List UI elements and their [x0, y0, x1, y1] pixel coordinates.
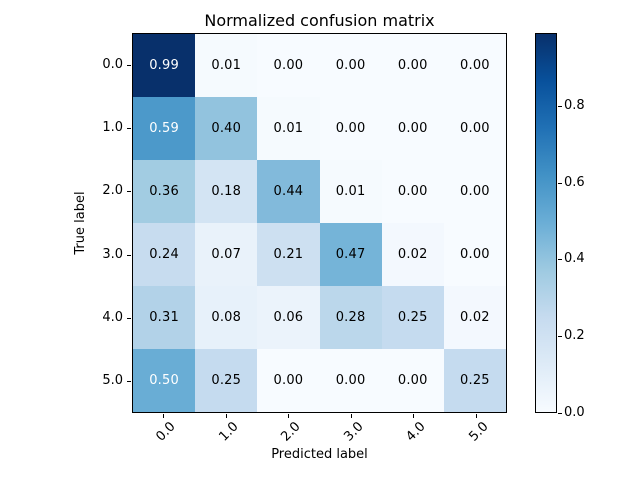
heatmap-cell-r1c4: 0.00: [381, 97, 444, 160]
colorbar-tick-mark: [558, 413, 562, 414]
x-tick-mark: [413, 414, 414, 418]
heatmap-cell-r2c0: 0.36: [133, 160, 196, 223]
x-tick-label: 2.0: [278, 419, 304, 445]
heatmap-cell-r2c2: 0.44: [257, 160, 320, 223]
heatmap-cell-r5c2: 0.00: [257, 349, 320, 412]
x-tick-mark: [288, 414, 289, 418]
heatmap-cell-r0c0: 0.99: [133, 34, 196, 97]
colorbar-tick-mark: [558, 336, 562, 337]
y-tick-mark: [127, 255, 131, 256]
chart-title: Normalized confusion matrix: [204, 11, 435, 30]
colorbar-tick-mark: [558, 106, 562, 107]
y-tick-label: 3.0: [102, 247, 123, 262]
heatmap-cell-r5c4: 0.00: [381, 349, 444, 412]
y-tick-mark: [127, 65, 131, 66]
colorbar-tick-mark: [558, 183, 562, 184]
colorbar-tick-label: 0.0: [564, 405, 585, 420]
y-tick-label: 1.0: [102, 120, 123, 135]
heatmap-cell-r0c1: 0.01: [195, 34, 258, 97]
y-tick-mark: [127, 318, 131, 319]
heatmap-cell-r3c4: 0.02: [381, 223, 444, 286]
heatmap-cell-r3c2: 0.21: [257, 223, 320, 286]
heatmap-cell-r1c2: 0.01: [257, 97, 320, 160]
heatmap-cell-r0c3: 0.00: [319, 34, 382, 97]
heatmap-cell-r3c0: 0.24: [133, 223, 196, 286]
colorbar-tick-label: 0.2: [564, 328, 585, 343]
y-tick-mark: [127, 191, 131, 192]
x-tick-label: 4.0: [403, 419, 429, 445]
heatmap-cell-r4c0: 0.31: [133, 286, 196, 349]
colorbar-tick-mark: [558, 259, 562, 260]
x-tick-mark: [226, 414, 227, 418]
heatmap-cell-r1c1: 0.40: [195, 97, 258, 160]
heatmap-cell-r2c3: 0.01: [319, 160, 382, 223]
heatmap-cell-r5c1: 0.25: [195, 349, 258, 412]
colorbar-tick-label: 0.4: [564, 251, 585, 266]
x-tick-mark: [351, 414, 352, 418]
y-tick-label: 0.0: [102, 57, 123, 72]
heatmap-cell-r4c4: 0.25: [381, 286, 444, 349]
x-axis-label: Predicted label: [271, 447, 368, 462]
heatmap-cell-r3c5: 0.00: [443, 223, 506, 286]
y-tick-mark: [127, 381, 131, 382]
x-tick-label: 0.0: [153, 419, 179, 445]
heatmap-cell-r0c5: 0.00: [443, 34, 506, 97]
heatmap-cell-r0c2: 0.00: [257, 34, 320, 97]
heatmap-cell-r5c0: 0.50: [133, 349, 196, 412]
colorbar-gradient: [535, 33, 557, 413]
heatmap-cell-r4c5: 0.02: [443, 286, 506, 349]
y-tick-label: 5.0: [102, 373, 123, 388]
heatmap-cell-r5c5: 0.25: [443, 349, 506, 412]
heatmap-cell-r4c3: 0.28: [319, 286, 382, 349]
heatmap-cell-r3c1: 0.07: [195, 223, 258, 286]
x-tick-label: 1.0: [216, 419, 242, 445]
x-tick-label: 5.0: [466, 419, 492, 445]
colorbar-tick-label: 0.8: [564, 98, 585, 113]
heatmap-cell-r2c5: 0.00: [443, 160, 506, 223]
heatmap-cell-r4c2: 0.06: [257, 286, 320, 349]
x-tick-mark: [163, 414, 164, 418]
heatmap-cell-r1c3: 0.00: [319, 97, 382, 160]
heatmap-cell-r2c4: 0.00: [381, 160, 444, 223]
heatmap-cell-r0c4: 0.00: [381, 34, 444, 97]
heatmap-cell-r2c1: 0.18: [195, 160, 258, 223]
y-tick-label: 2.0: [102, 183, 123, 198]
x-tick-mark: [476, 414, 477, 418]
heatmap-cell-r1c0: 0.59: [133, 97, 196, 160]
heatmap-cell-r1c5: 0.00: [443, 97, 506, 160]
heatmap-cell-r5c3: 0.00: [319, 349, 382, 412]
y-tick-label: 4.0: [102, 310, 123, 325]
heatmap-plot-area: 0.99 0.01 0.00 0.00 0.00 0.00 0.59 0.40 0.01 0.00…: [132, 33, 507, 413]
heatmap-cell-r3c3: 0.47: [319, 223, 382, 286]
heatmap-cell-r4c1: 0.08: [195, 286, 258, 349]
y-tick-mark: [127, 128, 131, 129]
y-axis-label: True label: [73, 191, 88, 255]
x-tick-label: 3.0: [341, 419, 367, 445]
colorbar-tick-label: 0.6: [564, 175, 585, 190]
